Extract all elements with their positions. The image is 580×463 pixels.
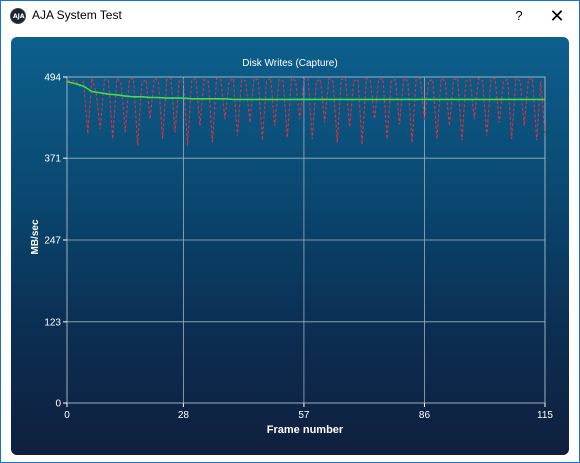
grid [63,76,546,407]
series-line-average [66,80,545,101]
aja-logo-icon: AJA [10,8,26,24]
y-tick-label: 0 [55,399,61,410]
y-tick-label: 123 [44,317,61,328]
x-tick-label: 0 [64,410,70,421]
x-tick-label: 115 [537,410,553,421]
tick-labels: 0 28 57 86 115 0 123 247 371 494 [44,73,553,422]
window-title: AJA System Test [32,8,122,22]
x-tick-label: 28 [178,410,190,421]
y-axis-label: MB/sec [30,219,41,254]
chart-svg: Disk Writes (Capture) Frame number MB/se… [30,58,553,436]
chart-title: Disk Writes (Capture) [242,58,337,69]
x-tick-label: 86 [419,410,431,421]
title-bar[interactable]: AJA AJA System Test ? ✕ [1,1,579,31]
x-axis-label: Frame number [267,424,344,436]
series [66,76,546,146]
close-button[interactable]: ✕ [549,6,565,26]
chart-panel: Disk Writes (Capture) Frame number MB/se… [11,37,569,455]
help-button[interactable]: ? [515,8,523,23]
x-tick-label: 57 [298,410,310,421]
y-tick-label: 494 [44,73,61,84]
y-tick-label: 247 [44,236,61,247]
y-tick-label: 371 [44,154,61,165]
series-line-raw [66,76,546,146]
